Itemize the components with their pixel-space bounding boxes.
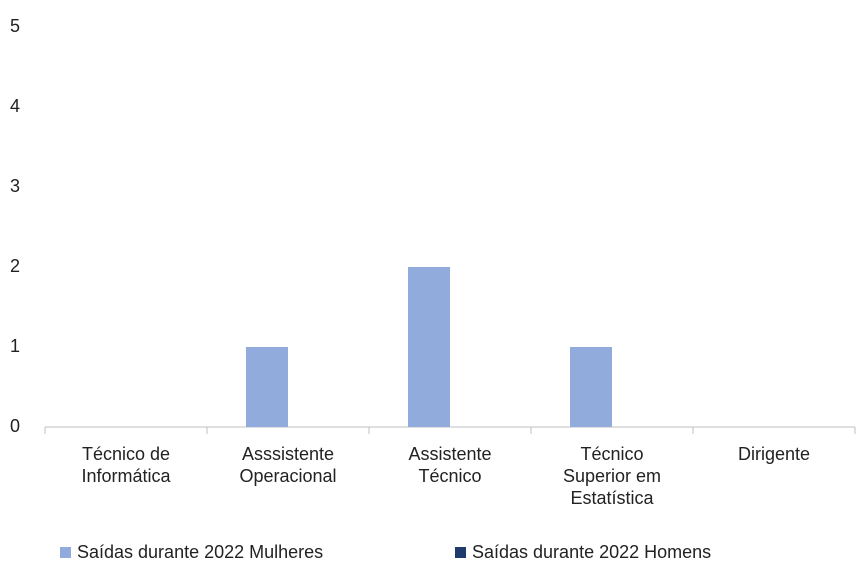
x-tick-label: Asssistente Operacional: [239, 444, 337, 486]
x-tick-label: Assistente Técnico: [408, 444, 492, 486]
bar: [408, 267, 450, 427]
legend-swatch: [60, 547, 71, 558]
legend-item: Saídas durante 2022 Mulheres: [60, 542, 323, 563]
bar: [246, 347, 288, 427]
legend-swatch: [455, 547, 466, 558]
x-tick-label: Técnico Superior em Estatística: [562, 444, 662, 508]
y-tick-label: 1: [10, 336, 20, 356]
legend-label: Saídas durante 2022 Homens: [472, 542, 712, 562]
y-tick-label: 5: [10, 16, 20, 36]
x-tick-label: Técnico de Informática: [81, 444, 171, 486]
y-tick-label: 3: [10, 176, 20, 196]
x-tick-label: Dirigente: [737, 444, 811, 464]
y-tick-label: 0: [10, 416, 20, 436]
legend-item: Saídas durante 2022 Homens: [455, 542, 711, 563]
bar: [570, 347, 612, 427]
legend-label: Saídas durante 2022 Mulheres: [77, 542, 324, 562]
y-tick-label: 2: [10, 256, 20, 276]
y-tick-label: 4: [10, 96, 20, 116]
